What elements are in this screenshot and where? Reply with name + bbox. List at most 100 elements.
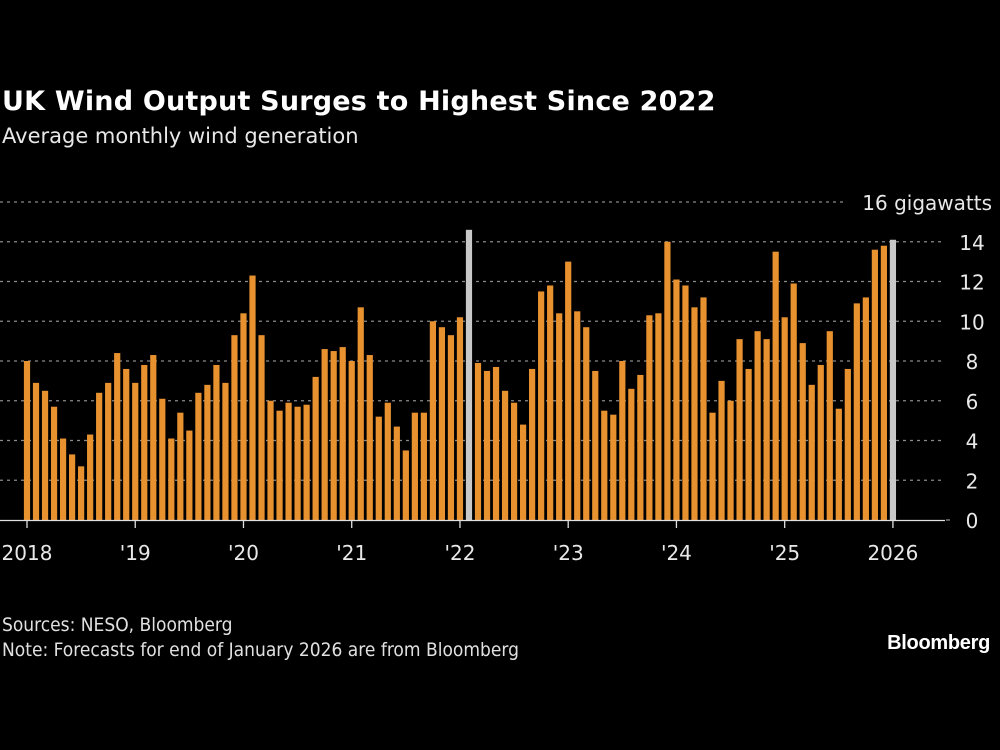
bar bbox=[745, 368, 752, 520]
bar bbox=[709, 412, 716, 520]
x-tick-label: 2026 bbox=[867, 541, 918, 565]
bar bbox=[330, 351, 337, 520]
bar bbox=[754, 331, 761, 520]
bar bbox=[799, 343, 806, 520]
bar bbox=[59, 438, 67, 520]
bar bbox=[592, 370, 599, 520]
bar bbox=[249, 275, 256, 520]
bar bbox=[195, 392, 202, 520]
x-tick-label: '22 bbox=[444, 541, 475, 565]
bar bbox=[402, 450, 409, 520]
bar bbox=[41, 390, 49, 520]
bar bbox=[411, 412, 418, 520]
x-tick-label: '19 bbox=[120, 541, 151, 565]
bar bbox=[826, 331, 833, 520]
sources-note: Sources: NESO, Bloomberg bbox=[2, 614, 233, 636]
y-tick-label: 14 bbox=[959, 231, 984, 255]
y-tick-label: 10 bbox=[959, 310, 984, 334]
bar bbox=[736, 339, 743, 520]
bar bbox=[258, 335, 265, 520]
bar bbox=[186, 430, 193, 520]
bar bbox=[601, 410, 608, 520]
bar bbox=[492, 366, 500, 520]
bar bbox=[357, 307, 364, 520]
bar bbox=[547, 285, 554, 520]
bar bbox=[727, 400, 734, 520]
bar bbox=[682, 285, 689, 520]
bar bbox=[619, 361, 626, 520]
bar bbox=[474, 362, 482, 520]
bar bbox=[78, 466, 85, 520]
bar bbox=[114, 353, 121, 520]
bar bbox=[23, 361, 31, 520]
bar bbox=[231, 335, 238, 520]
bar bbox=[438, 327, 446, 520]
bar bbox=[510, 402, 518, 520]
bar bbox=[168, 438, 175, 520]
bar bbox=[105, 382, 112, 520]
bar bbox=[538, 291, 545, 520]
bar bbox=[583, 327, 590, 520]
bar bbox=[817, 364, 824, 520]
y-tick-label: 2 bbox=[966, 469, 979, 493]
x-tick-label: '25 bbox=[769, 541, 800, 565]
bar bbox=[637, 374, 644, 520]
bar bbox=[790, 283, 797, 520]
bar bbox=[772, 251, 779, 520]
highlighted-bar bbox=[889, 239, 897, 520]
bar bbox=[285, 402, 292, 520]
bar bbox=[628, 388, 635, 520]
bar bbox=[375, 416, 382, 520]
bar bbox=[574, 311, 581, 520]
y-tick-label: 6 bbox=[966, 390, 979, 414]
bar bbox=[700, 297, 707, 520]
chart-title: UK Wind Output Surges to Highest Since 2… bbox=[2, 86, 716, 117]
bar bbox=[204, 384, 211, 520]
bar bbox=[664, 241, 671, 520]
bar bbox=[718, 380, 725, 520]
bar bbox=[808, 384, 815, 520]
bar bbox=[871, 249, 878, 520]
bar bbox=[880, 245, 887, 520]
bar bbox=[303, 404, 310, 520]
y-tick-label: 0 bbox=[966, 509, 979, 533]
bar bbox=[393, 426, 400, 520]
bar bbox=[321, 349, 328, 520]
bar bbox=[565, 261, 572, 520]
y-tick-label: 4 bbox=[966, 430, 979, 454]
bar bbox=[123, 368, 130, 520]
bar bbox=[673, 279, 680, 520]
bar bbox=[222, 382, 229, 520]
bar bbox=[96, 392, 103, 520]
bar bbox=[294, 406, 301, 520]
bar bbox=[862, 297, 869, 520]
bar bbox=[691, 307, 698, 520]
bar bbox=[556, 313, 563, 520]
bar bbox=[520, 424, 527, 520]
bar bbox=[69, 454, 76, 520]
bloomberg-logo: Bloomberg bbox=[887, 632, 990, 654]
bar bbox=[50, 406, 58, 520]
y-axis-unit-label: 16 gigawatts bbox=[862, 191, 992, 215]
bar bbox=[447, 335, 455, 520]
x-tick-label: '21 bbox=[336, 541, 367, 565]
bar bbox=[267, 400, 274, 520]
bar bbox=[610, 414, 617, 520]
bar bbox=[276, 410, 283, 520]
bar bbox=[844, 368, 851, 520]
bar bbox=[646, 315, 653, 520]
x-tick-label: 2018 bbox=[2, 541, 53, 565]
bar bbox=[177, 412, 184, 520]
bar bbox=[312, 376, 319, 520]
bar bbox=[853, 303, 860, 520]
bar bbox=[348, 361, 355, 520]
footnote: Note: Forecasts for end of January 2026 … bbox=[2, 639, 519, 661]
bar bbox=[483, 370, 491, 520]
x-tick-label: '20 bbox=[228, 541, 259, 565]
bar bbox=[150, 355, 157, 520]
bar bbox=[87, 434, 94, 520]
bar bbox=[835, 408, 842, 520]
x-tick-label: '23 bbox=[553, 541, 584, 565]
y-tick-label: 8 bbox=[966, 350, 979, 374]
